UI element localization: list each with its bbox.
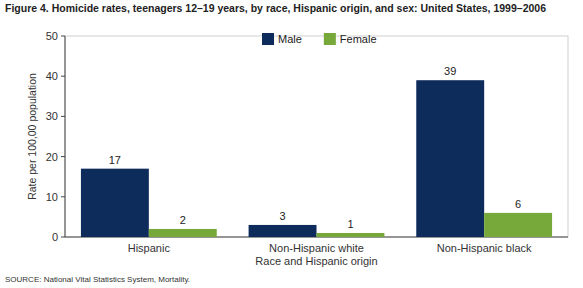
y-tick (61, 156, 65, 157)
legend-swatch (324, 33, 336, 45)
bar (484, 213, 552, 237)
legend-label: Female (340, 33, 377, 45)
x-tick-label: Hispanic (128, 242, 171, 254)
chart-svg: Figure 4. Homicide rates, teenagers 12–1… (0, 0, 583, 288)
y-tick-label: 20 (46, 151, 58, 163)
y-tick-label: 0 (52, 231, 58, 243)
y-tick-label: 50 (46, 30, 58, 42)
legend-label: Male (278, 33, 302, 45)
data-label: 39 (444, 65, 456, 77)
x-tick-label: Non-Hispanic black (437, 242, 532, 254)
y-tick (61, 237, 65, 238)
data-label: 17 (109, 154, 121, 166)
y-tick-label: 10 (46, 191, 58, 203)
x-tick-label: Non-Hispanic white (269, 242, 364, 254)
y-tick-label: 30 (46, 110, 58, 122)
data-label: 1 (347, 218, 353, 230)
title: Figure 4. Homicide rates, teenagers 12–1… (5, 2, 546, 14)
legend-swatch (262, 33, 274, 45)
y-tick (61, 116, 65, 117)
bar (81, 169, 149, 237)
chart-container: Figure 4. Homicide rates, teenagers 12–1… (0, 0, 583, 288)
bars (81, 80, 552, 237)
bar (149, 229, 217, 237)
plot-frame (65, 36, 568, 237)
data-label: 6 (515, 198, 521, 210)
bar (416, 80, 484, 237)
y-axis (65, 36, 66, 237)
bar (317, 233, 385, 237)
x-axis-label: Race and Hispanic origin (255, 255, 377, 267)
y-tick (61, 76, 65, 77)
y-tick (61, 196, 65, 197)
data-label: 3 (279, 210, 285, 222)
data-label: 2 (180, 214, 186, 226)
y-tick (61, 36, 65, 37)
source-note: SOURCE: National Vital Statistics System… (5, 275, 190, 284)
y-tick-label: 40 (46, 70, 58, 82)
y-axis-label: Rate per 100,00 population (26, 73, 38, 200)
bar (249, 225, 317, 237)
legend: Male Female (262, 33, 377, 45)
